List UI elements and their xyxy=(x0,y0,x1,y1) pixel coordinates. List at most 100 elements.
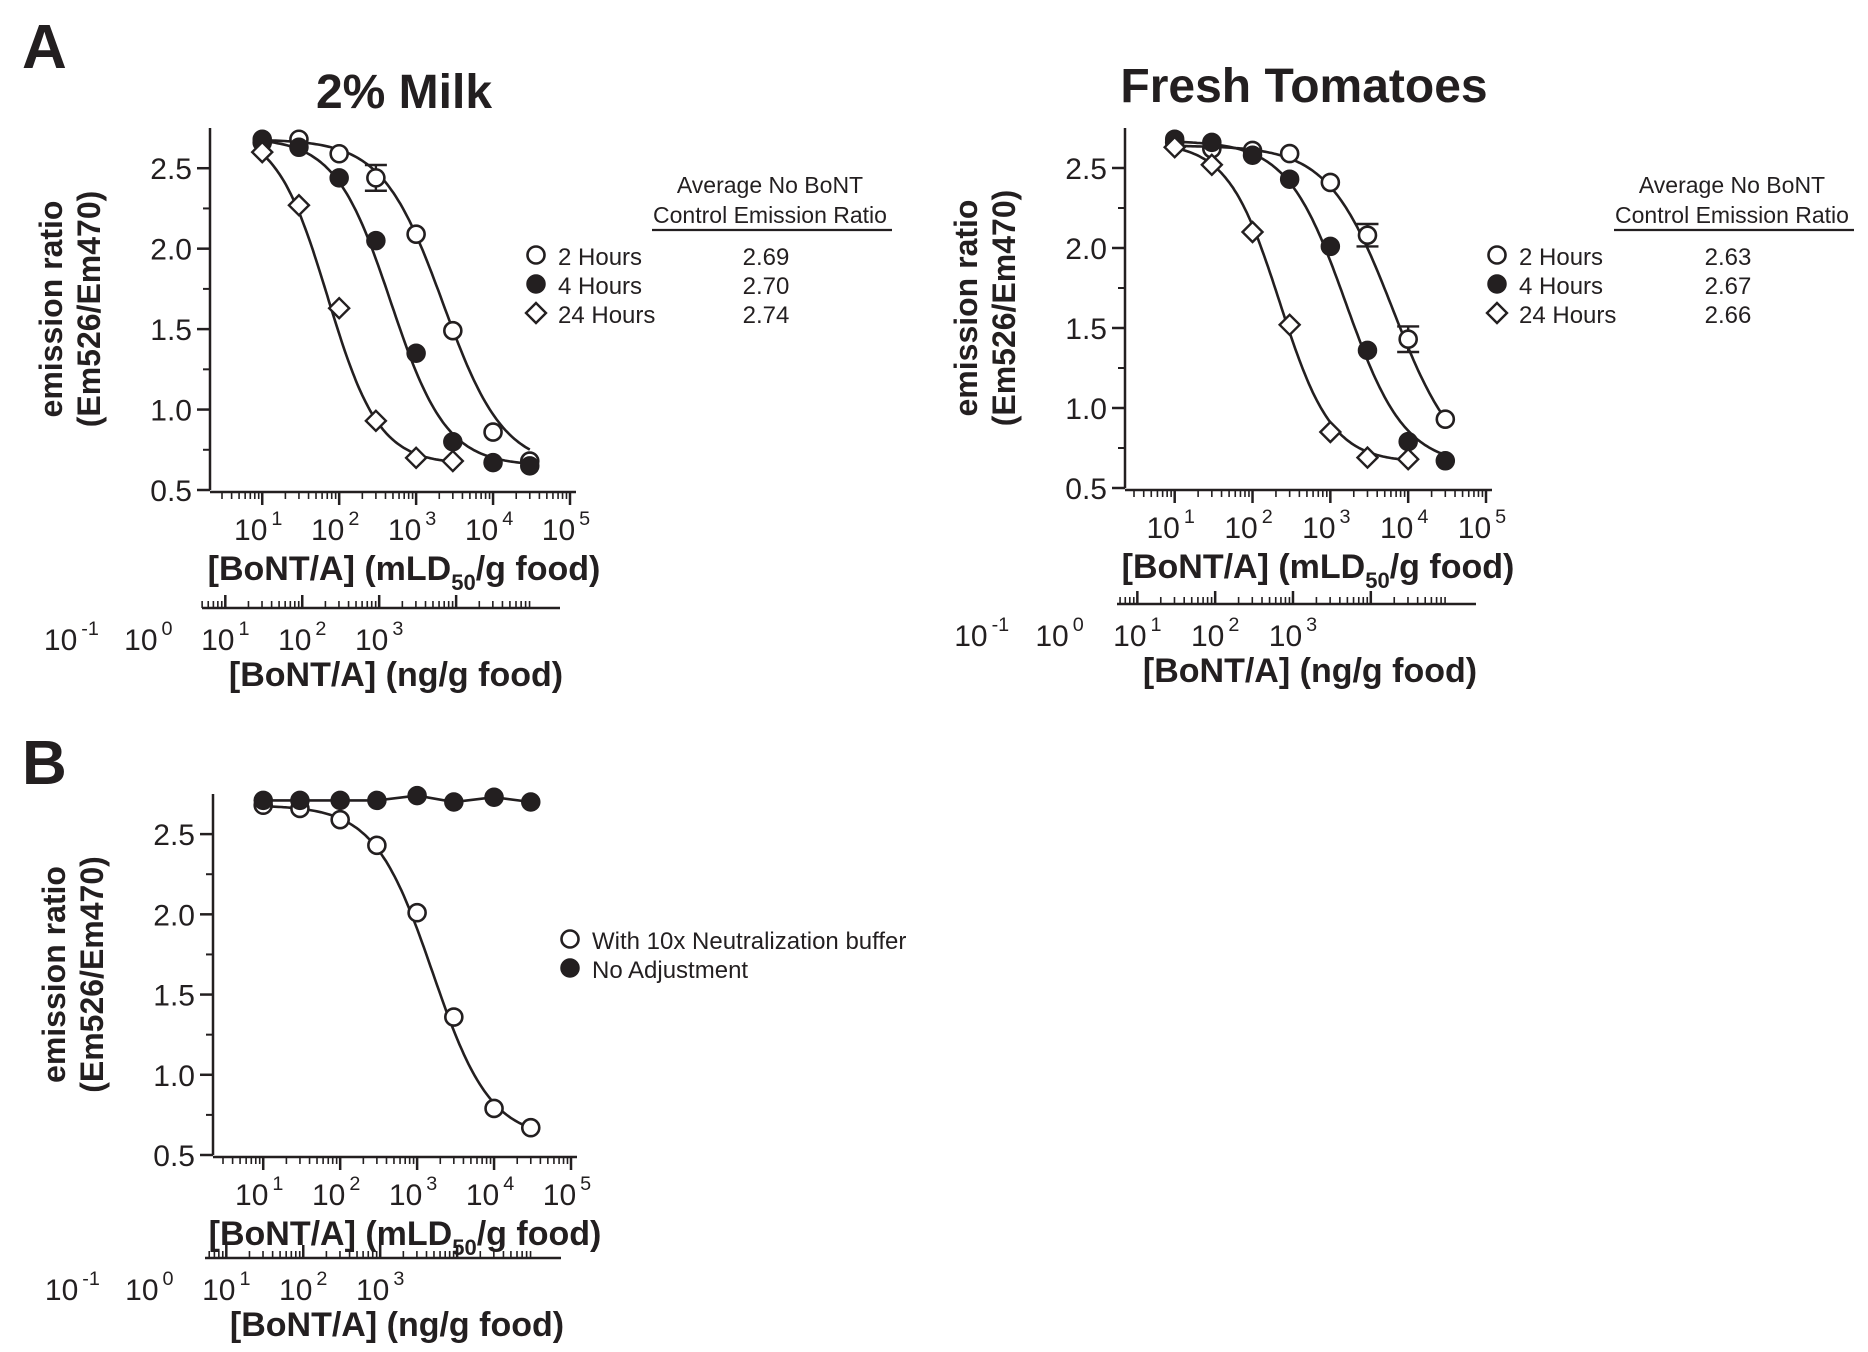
y-tick-label: 1.0 xyxy=(1065,393,1107,426)
data-point xyxy=(1435,409,1456,430)
data-point xyxy=(441,449,465,473)
table-header: Average No BoNT xyxy=(677,172,863,198)
legend-label: 2 Hours xyxy=(1519,244,1603,271)
y-tick-label: 2.5 xyxy=(1065,153,1107,186)
legend-marker xyxy=(1487,274,1507,294)
fit-curve xyxy=(262,138,531,451)
legend-label: 2 Hours xyxy=(558,244,642,271)
data-point xyxy=(483,452,503,473)
x-axis-label: [BoNT/A] (mLD50/g food) xyxy=(208,550,601,595)
y-tick-label: 1.0 xyxy=(153,1060,195,1093)
data-point xyxy=(520,1117,541,1138)
data-point xyxy=(367,790,387,811)
x-tick-label: 10 5 xyxy=(542,508,590,547)
data-point xyxy=(407,785,427,806)
data-point xyxy=(443,431,463,452)
table-value: 2.69 xyxy=(743,244,790,271)
panel-letter-a: A xyxy=(22,13,67,82)
y-tick-label: 1.5 xyxy=(153,980,195,1013)
data-point xyxy=(1357,225,1378,245)
y-axis-label-line1: emission ratio xyxy=(948,200,984,417)
x2-axis-label: [BoNT/A] (ng/g food) xyxy=(229,656,563,694)
data-point xyxy=(406,224,426,244)
data-point xyxy=(1318,420,1343,444)
data-point xyxy=(1202,132,1222,153)
x2-tick-label: 10 0 xyxy=(124,618,172,657)
data-point xyxy=(1279,169,1300,189)
y-axis-label-line2: (Em526/Em470) xyxy=(74,856,110,1093)
x-tick-label: 10 4 xyxy=(1380,506,1428,545)
x-tick-label: 10 3 xyxy=(389,1173,437,1212)
fit-curve xyxy=(1174,146,1409,462)
x-tick-label: 10 5 xyxy=(543,1173,591,1212)
x2-tick-label: 10 2 xyxy=(1191,614,1239,653)
table-header: Control Emission Ratio xyxy=(1615,202,1849,228)
table-value: 2.74 xyxy=(743,302,790,329)
data-point xyxy=(1320,236,1341,257)
data-point xyxy=(287,193,311,217)
legend-label: No Adjustment xyxy=(592,957,748,984)
x-tick-label: 10 3 xyxy=(1302,506,1350,545)
data-point xyxy=(406,343,426,363)
x2-tick-label: 10 2 xyxy=(278,618,326,657)
x2-tick-label: 10 1 xyxy=(202,1268,250,1307)
x2-tick-label: 10 2 xyxy=(279,1268,327,1307)
x2-tick-label: 10 3 xyxy=(355,618,403,657)
data-point xyxy=(364,409,388,433)
legend-label: 24 Hours xyxy=(558,302,655,329)
chart-tomato: Fresh Tomatoes 0.5 1.0 1.5 2.0 2.5 emission ra… xyxy=(948,60,1854,690)
legend-marker xyxy=(1487,245,1507,265)
data-point xyxy=(290,790,310,811)
legend-marker xyxy=(526,245,546,265)
y-axis-label-line1: emission ratio xyxy=(33,201,69,418)
data-point xyxy=(1396,447,1420,471)
x-tick-label: 10 4 xyxy=(465,508,513,547)
x2-tick-label: 10 0 xyxy=(125,1268,173,1307)
x2-tick-label: 10 -1 xyxy=(44,618,99,657)
x-tick-label: 10 1 xyxy=(1146,506,1194,545)
data-point xyxy=(1320,172,1341,193)
data-point xyxy=(1162,135,1187,159)
table-value: 2.66 xyxy=(1705,302,1752,329)
panel-letter-b: B xyxy=(22,729,67,798)
legend-label: With 10x Neutralization buffer xyxy=(592,928,906,955)
data-point xyxy=(1355,445,1380,470)
data-point xyxy=(1357,340,1378,361)
data-point xyxy=(404,446,428,470)
data-point xyxy=(330,809,350,830)
y-tick-label: 0.5 xyxy=(153,1140,195,1173)
x-tick-label: 10 5 xyxy=(1458,506,1506,545)
data-point xyxy=(250,140,274,164)
fit-curve xyxy=(1174,140,1446,457)
data-point xyxy=(330,790,350,811)
x-tick-label: 10 2 xyxy=(311,508,359,547)
y-axis-label-line2: (Em526/Em470) xyxy=(986,190,1022,427)
y-tick-label: 0.5 xyxy=(150,475,192,508)
x2-tick-label: 10 -1 xyxy=(954,614,1009,653)
x-tick-label: 10 4 xyxy=(466,1173,514,1212)
legend-marker xyxy=(526,274,546,294)
data-point xyxy=(1240,220,1265,244)
data-point xyxy=(484,787,504,807)
x-tick-label: 10 2 xyxy=(312,1173,360,1212)
chart-adjust: 0.5 1.0 1.5 2.0 2.5 emission ratio (Em526/Em47… xyxy=(36,785,906,1344)
legend-label: 24 Hours xyxy=(1519,302,1616,329)
data-point xyxy=(1277,313,1302,337)
data-point xyxy=(484,1098,504,1119)
data-point xyxy=(444,1007,464,1027)
table-value: 2.70 xyxy=(743,273,790,300)
x-tick-label: 10 1 xyxy=(235,1173,283,1212)
data-point xyxy=(289,137,309,158)
table-value: 2.63 xyxy=(1705,244,1752,271)
table-value: 2.67 xyxy=(1705,273,1752,300)
data-point xyxy=(253,790,273,811)
fit-curve xyxy=(262,139,530,465)
data-point xyxy=(443,320,463,341)
y-tick-label: 2.0 xyxy=(1065,233,1107,266)
data-point xyxy=(367,835,387,856)
x2-axis-label: [BoNT/A] (ng/g food) xyxy=(230,1306,564,1344)
x2-tick-label: 10 1 xyxy=(201,618,249,657)
y-tick-label: 2.5 xyxy=(153,819,195,852)
fit-curve xyxy=(261,153,453,463)
